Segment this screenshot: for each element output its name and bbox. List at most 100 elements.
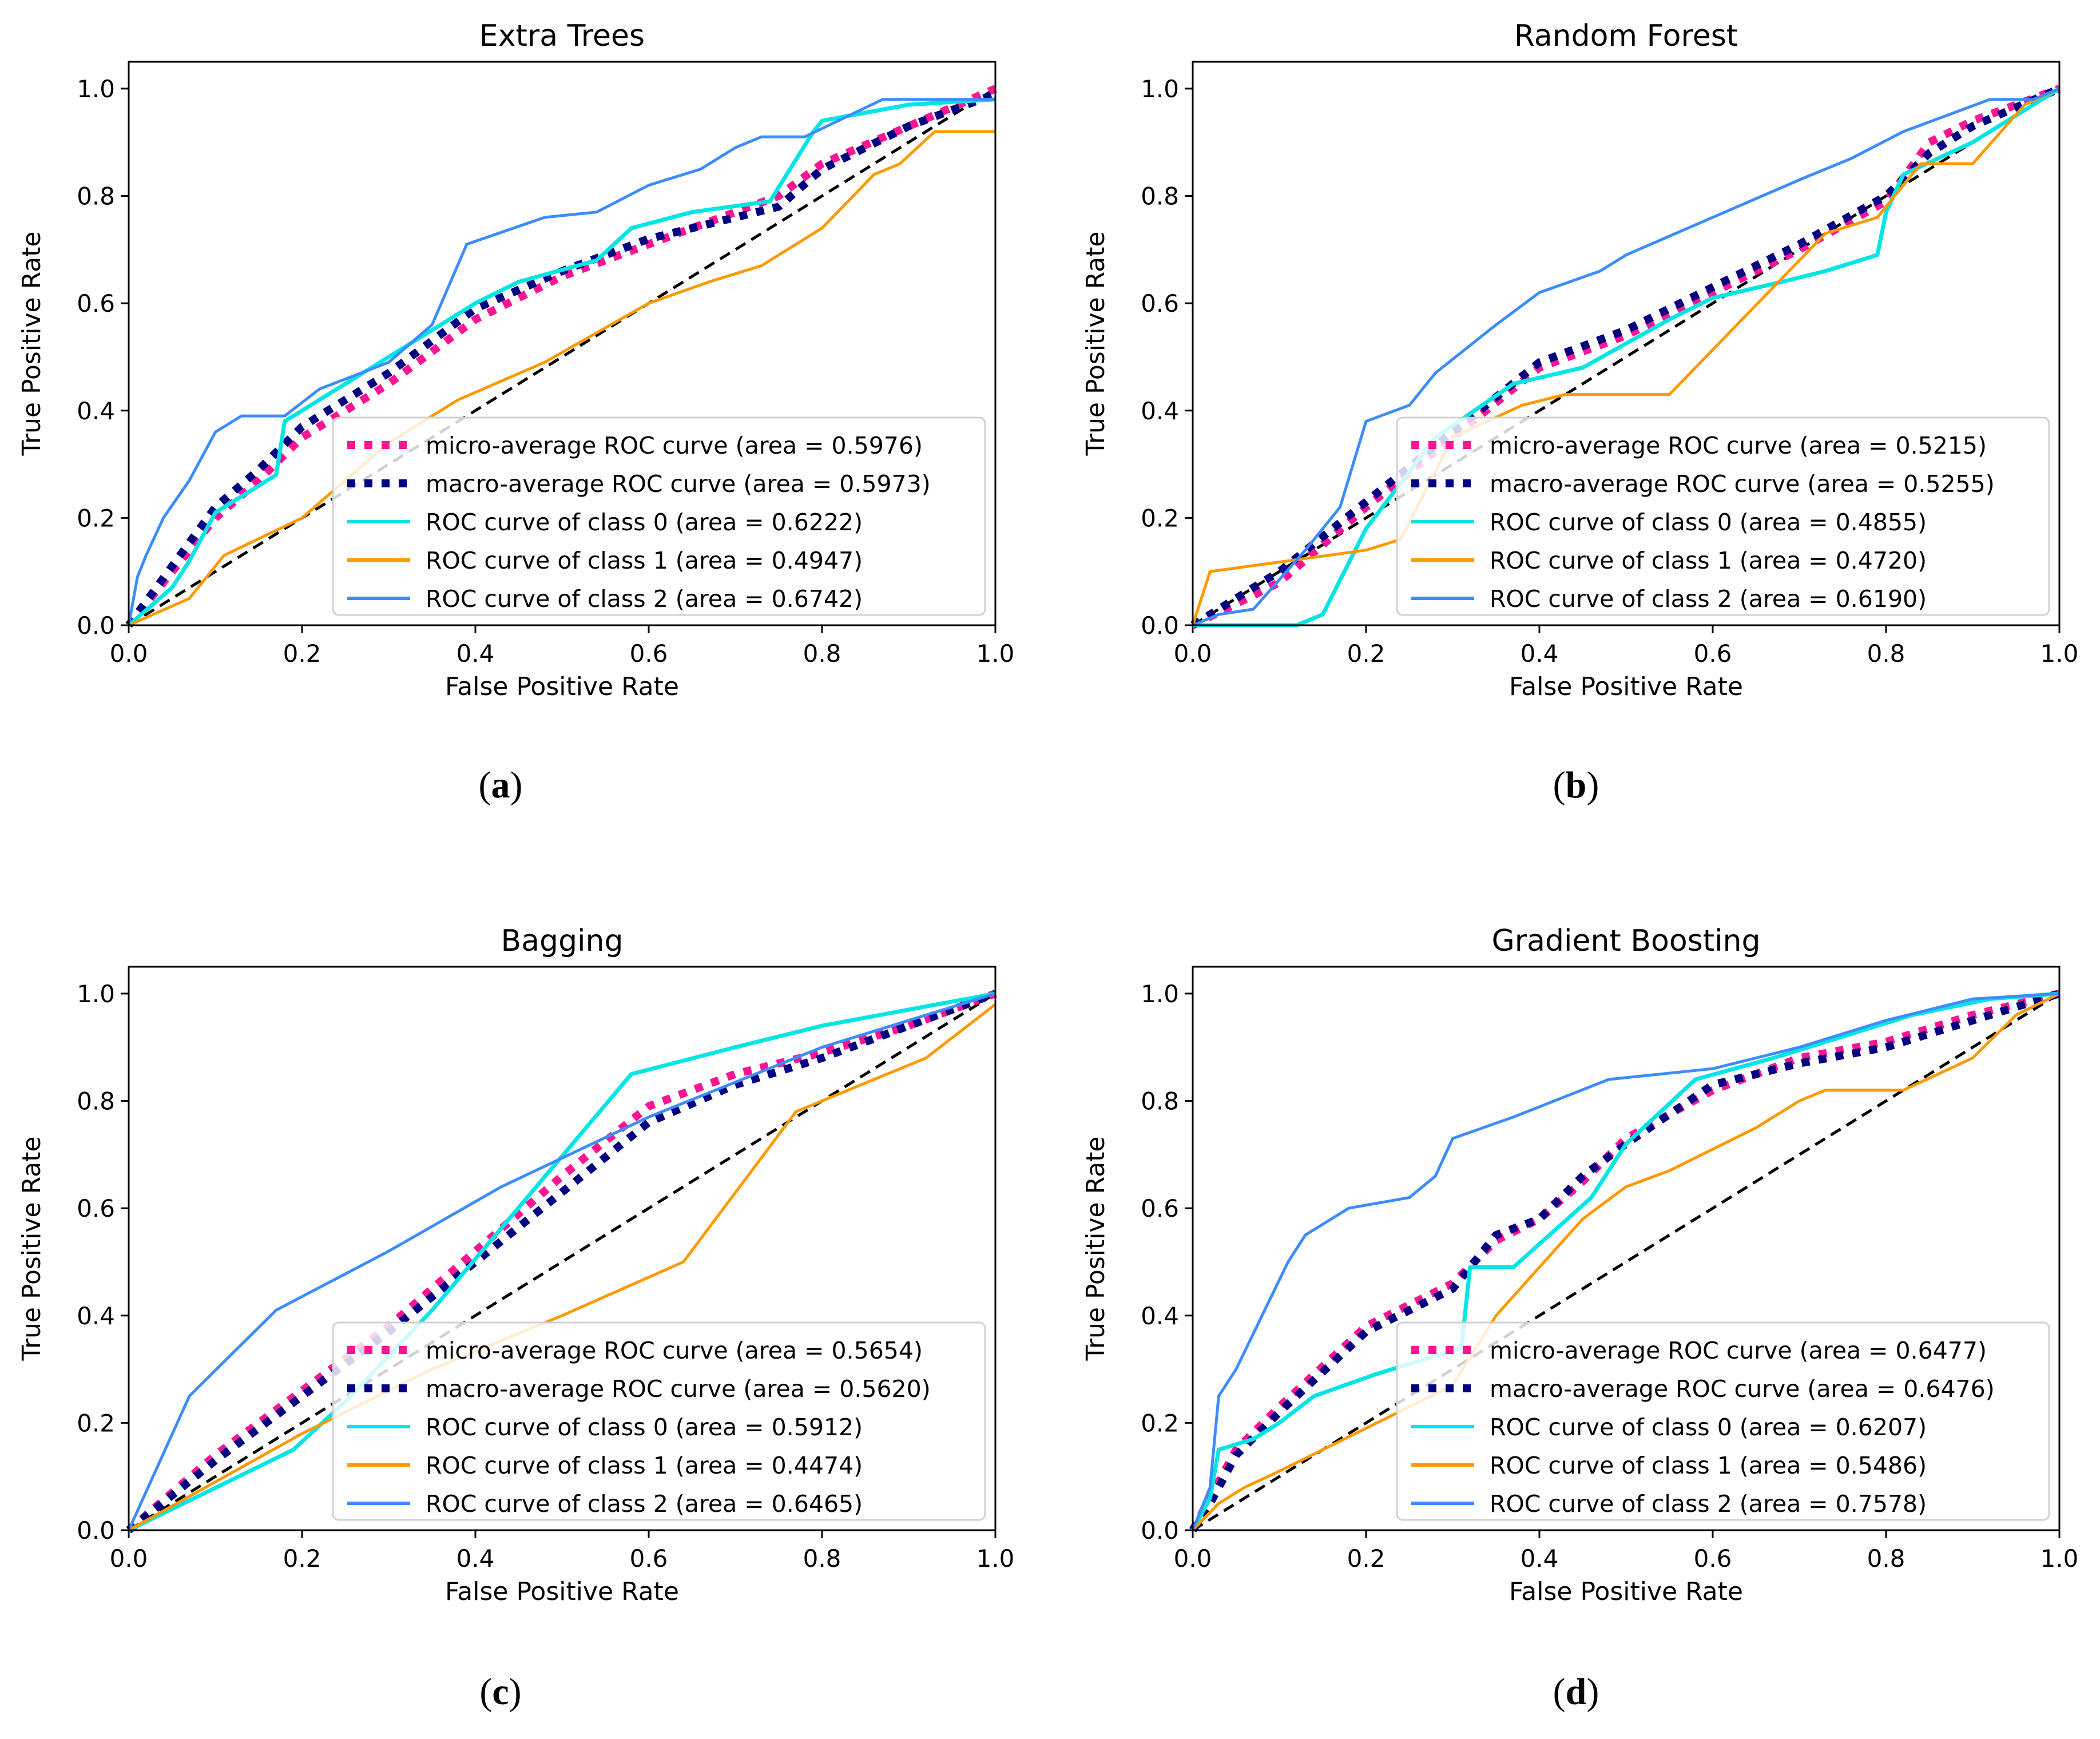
- legend-box: [1396, 416, 2050, 616]
- legend: micro-average ROC curve (area = 0.6477) m…: [1396, 1321, 2050, 1521]
- chance-diagonal-line: [1192, 992, 2061, 1532]
- y-tick-label: 0.6: [1141, 1194, 1179, 1222]
- y-tick-label: 0.6: [77, 289, 115, 317]
- legend-entry-label: macro-average ROC curve (area = 0.5973): [426, 470, 931, 498]
- chart-panel-2: Bagging 0.0 0.2 0.4 0.6 0.8 1.0 0.0 0.2 0.4 0.6 0.8…: [17, 924, 1014, 1606]
- y-tick-label: 0.0: [1141, 1516, 1179, 1545]
- series-line-3: [1191, 87, 2061, 626]
- legend-box: [1396, 1321, 2050, 1521]
- x-tick-label: 0.2: [1347, 640, 1386, 668]
- x-tick-label: 0.0: [110, 640, 148, 668]
- legend: micro-average ROC curve (area = 0.5976) m…: [332, 416, 986, 616]
- x-tick-label: 0.0: [1174, 1545, 1212, 1573]
- chart-panel-1: Random Forest 0.0 0.2 0.4 0.6 0.8 1.0 0.0 0.2 0.4…: [1081, 19, 2078, 701]
- series-line-0: [1189, 990, 2061, 1532]
- legend-entry-label: ROC curve of class 0 (area = 0.6207): [1490, 1414, 1927, 1441]
- legend-entry-label: ROC curve of class 1 (area = 0.5486): [1490, 1452, 1927, 1479]
- legend-entry-label: ROC curve of class 0 (area = 0.4855): [1490, 509, 1927, 536]
- y-tick-label: 0.2: [1141, 504, 1179, 532]
- x-tick-label: 0.8: [1867, 640, 1906, 668]
- legend-entry-label: ROC curve of class 1 (area = 0.4720): [1490, 547, 1927, 574]
- x-tick-label: 0.0: [1174, 640, 1212, 668]
- x-tick-label: 0.2: [283, 1545, 321, 1573]
- x-axis-label: False Positive Rate: [1509, 1577, 1743, 1606]
- chart-title: Bagging: [501, 924, 624, 958]
- series-line-4: [127, 98, 995, 626]
- legend-entry-label: macro-average ROC curve (area = 0.5255): [1490, 470, 1995, 498]
- legend-entry-label: micro-average ROC curve (area = 0.6477): [1490, 1337, 1987, 1364]
- series-line-2: [1190, 991, 2060, 1531]
- x-axis-label: False Positive Rate: [445, 1577, 679, 1606]
- x-tick-label: 1.0: [2041, 1545, 2079, 1573]
- x-tick-label: 0.0: [110, 1545, 148, 1573]
- y-axis-label: True Positive Rate: [1081, 232, 1110, 456]
- chart-panel-3: Gradient Boosting 0.0 0.2 0.4 0.6 0.8 1.0 0.0 0.…: [1081, 924, 2078, 1606]
- y-tick-label: 0.2: [1141, 1409, 1179, 1437]
- y-tick-label: 1.0: [1141, 980, 1179, 1008]
- panel-caption-d: (d): [1553, 1671, 1599, 1713]
- y-tick-label: 0.0: [1141, 612, 1179, 640]
- x-tick-label: 0.8: [803, 640, 841, 668]
- x-tick-label: 0.4: [456, 1545, 495, 1573]
- series-line-2: [127, 97, 996, 627]
- y-tick-label: 0.6: [77, 1194, 115, 1222]
- legend-entry-label: micro-average ROC curve (area = 0.5215): [1490, 432, 1987, 459]
- legend-entry-label: ROC curve of class 2 (area = 0.7578): [1490, 1490, 1927, 1518]
- chart-title: Extra Trees: [479, 19, 645, 53]
- x-tick-label: 0.8: [803, 1545, 841, 1573]
- x-tick-label: 1.0: [2041, 640, 2079, 668]
- y-tick-label: 0.8: [1141, 1087, 1179, 1115]
- legend-entry-label: ROC curve of class 1 (area = 0.4474): [426, 1452, 863, 1479]
- legend-entry-label: macro-average ROC curve (area = 0.6476): [1490, 1375, 1995, 1403]
- y-tick-label: 0.4: [1141, 397, 1179, 425]
- x-tick-label: 1.0: [976, 1545, 1015, 1573]
- legend-entry-label: macro-average ROC curve (area = 0.5620): [426, 1375, 931, 1403]
- y-tick-label: 0.2: [77, 504, 115, 532]
- legend-entry-label: ROC curve of class 0 (area = 0.6222): [426, 509, 863, 536]
- x-tick-label: 0.8: [1867, 1545, 1906, 1573]
- x-tick-label: 0.4: [1521, 640, 1559, 668]
- x-tick-label: 0.6: [1694, 640, 1732, 668]
- y-axis-label: True Positive Rate: [17, 1137, 46, 1361]
- y-tick-label: 0.0: [77, 1516, 115, 1545]
- series-line-1: [126, 990, 997, 1534]
- y-tick-label: 0.8: [77, 1087, 115, 1115]
- x-tick-label: 0.2: [1347, 1545, 1386, 1573]
- y-tick-label: 0.4: [1141, 1302, 1179, 1330]
- legend-entry-label: ROC curve of class 1 (area = 0.4947): [426, 547, 863, 574]
- panel-caption-c: (c): [479, 1671, 522, 1713]
- legend-box: [332, 416, 986, 616]
- y-tick-label: 0.0: [77, 612, 115, 640]
- x-axis-label: False Positive Rate: [1509, 672, 1743, 701]
- y-axis-label: True Positive Rate: [1081, 1137, 1110, 1361]
- series-line-4: [1192, 87, 2060, 627]
- series-line-1: [125, 90, 997, 628]
- x-tick-label: 0.2: [283, 640, 321, 668]
- panel-caption-b: (b): [1553, 764, 1599, 806]
- x-tick-label: 0.6: [630, 1545, 668, 1573]
- chance-diagonal-line: [128, 992, 997, 1532]
- legend: micro-average ROC curve (area = 0.5654) m…: [332, 1321, 986, 1521]
- y-tick-label: 0.8: [1141, 182, 1179, 211]
- legend-box: [332, 1321, 986, 1521]
- y-tick-label: 1.0: [77, 980, 115, 1008]
- legend-entry-label: ROC curve of class 2 (area = 0.6190): [1490, 585, 1927, 613]
- plot-frame: [128, 61, 997, 626]
- y-tick-label: 0.4: [77, 1302, 115, 1330]
- chart-panel-0: Extra Trees 0.0 0.2 0.4 0.6 0.8 1.0 0.0 0.2 0.4 0.…: [17, 19, 1014, 701]
- x-axis-label: False Positive Rate: [445, 672, 679, 701]
- chart-title: Gradient Boosting: [1491, 924, 1760, 958]
- plot-frame: [1192, 61, 2061, 626]
- y-tick-label: 0.4: [77, 397, 115, 425]
- x-tick-label: 0.6: [1694, 1545, 1732, 1573]
- y-tick-label: 1.0: [1141, 75, 1179, 103]
- chart-title: Random Forest: [1514, 19, 1738, 53]
- series-line-1: [1190, 85, 2061, 629]
- legend-entry-label: micro-average ROC curve (area = 0.5654): [426, 1337, 923, 1364]
- x-tick-label: 0.4: [456, 640, 495, 668]
- x-tick-label: 0.4: [1521, 1545, 1559, 1573]
- series-line-4: [127, 992, 996, 1531]
- panel-caption-a: (a): [478, 764, 523, 806]
- y-tick-label: 0.8: [77, 182, 115, 211]
